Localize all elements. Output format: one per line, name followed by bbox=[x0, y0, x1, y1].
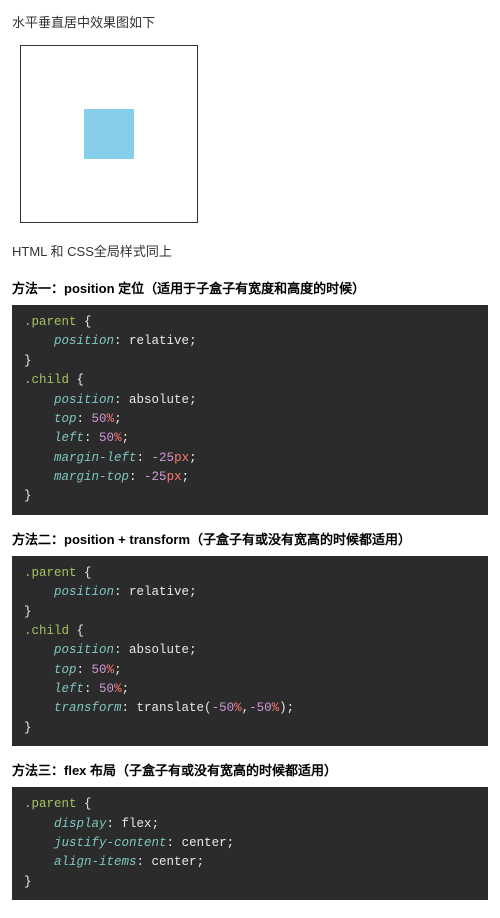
code-token-val-kw: relative bbox=[129, 585, 189, 599]
code-token-punct: : bbox=[122, 701, 137, 715]
code-token-val-unit: % bbox=[107, 412, 115, 426]
intro-text: 水平垂直居中效果图如下 bbox=[12, 12, 488, 31]
code-token-punct: ; bbox=[189, 334, 197, 348]
code-token-val-num: 50 bbox=[99, 682, 114, 696]
code-token-val-unit: px bbox=[167, 470, 182, 484]
code-token-val-num: -50 bbox=[249, 701, 272, 715]
code-token-val-kw: absolute bbox=[129, 393, 189, 407]
code-token-prop: transform bbox=[54, 701, 122, 715]
code-block-3: .parent { display: flex; justify-content… bbox=[12, 787, 488, 900]
code-token-prop: top bbox=[54, 412, 77, 426]
code-token-val-kw: center bbox=[182, 836, 227, 850]
code-token-sel: .child bbox=[24, 624, 69, 638]
code-token-brace: } bbox=[24, 354, 32, 368]
code-token-val-unit: % bbox=[107, 663, 115, 677]
code-token-fn: ) bbox=[279, 701, 287, 715]
code-token-val-kw: absolute bbox=[129, 643, 189, 657]
code-token-prop: justify-content bbox=[54, 836, 167, 850]
code-token-val-num: 50 bbox=[92, 412, 107, 426]
code-token-punct: : bbox=[129, 470, 144, 484]
code-token-brace: { bbox=[77, 373, 85, 387]
code-token-punct: : bbox=[84, 682, 99, 696]
code-block-2: .parent { position: relative; } .child {… bbox=[12, 556, 488, 746]
demo-parent-box bbox=[20, 45, 198, 223]
code-token-prop: top bbox=[54, 663, 77, 677]
code-token-prop: position bbox=[54, 643, 114, 657]
code-token-prop: left bbox=[54, 431, 84, 445]
code-token-sel: .parent bbox=[24, 315, 77, 329]
methods-container: 方法一：position 定位（适用于子盒子有宽度和高度的时候） .parent … bbox=[12, 278, 488, 900]
code-token-punct: ; bbox=[122, 682, 130, 696]
code-token-punct: : bbox=[84, 431, 99, 445]
code-token-val-kw: flex bbox=[122, 817, 152, 831]
code-token-prop: position bbox=[54, 334, 114, 348]
code-token-sel: .parent bbox=[24, 566, 77, 580]
code-token-brace: { bbox=[84, 315, 92, 329]
code-token-val-kw: center bbox=[152, 855, 197, 869]
code-token-brace: { bbox=[84, 797, 92, 811]
code-token-punct: ; bbox=[227, 836, 235, 850]
code-token-prop: position bbox=[54, 585, 114, 599]
code-token-punct: : bbox=[137, 855, 152, 869]
code-token-val-unit: px bbox=[174, 451, 189, 465]
code-token-punct: : bbox=[77, 412, 92, 426]
code-token-punct: : bbox=[107, 817, 122, 831]
code-token-punct: ; bbox=[189, 393, 197, 407]
code-token-prop: position bbox=[54, 393, 114, 407]
method-title-2: 方法二：position + transform（子盒子有或没有宽高的时候都适用… bbox=[12, 529, 488, 548]
code-token-val-kw: relative bbox=[129, 334, 189, 348]
code-token-prop: margin-left bbox=[54, 451, 137, 465]
code-token-prop: display bbox=[54, 817, 107, 831]
code-token-punct: : bbox=[114, 643, 129, 657]
code-token-punct: : bbox=[114, 393, 129, 407]
code-token-val-unit: % bbox=[114, 682, 122, 696]
code-token-brace: { bbox=[77, 624, 85, 638]
code-token-punct: ; bbox=[197, 855, 205, 869]
code-token-punct: ; bbox=[122, 431, 130, 445]
code-token-prop: align-items bbox=[54, 855, 137, 869]
code-token-punct: , bbox=[242, 701, 250, 715]
code-token-val-num: -50 bbox=[212, 701, 235, 715]
code-token-punct: ; bbox=[189, 643, 197, 657]
code-token-prop: left bbox=[54, 682, 84, 696]
code-token-punct: : bbox=[114, 585, 129, 599]
code-token-punct: ; bbox=[114, 412, 122, 426]
code-token-punct: ; bbox=[287, 701, 295, 715]
code-token-punct: ; bbox=[189, 451, 197, 465]
demo-child-box bbox=[84, 109, 134, 159]
code-token-val-unit: % bbox=[114, 431, 122, 445]
method-title-1: 方法一：position 定位（适用于子盒子有宽度和高度的时候） bbox=[12, 278, 488, 297]
code-token-punct: ; bbox=[189, 585, 197, 599]
note-text: HTML 和 CSS全局样式同上 bbox=[12, 241, 488, 260]
code-token-val-num: -25 bbox=[144, 470, 167, 484]
code-token-brace: { bbox=[84, 566, 92, 580]
code-token-val-num: 50 bbox=[99, 431, 114, 445]
code-token-fn: translate( bbox=[137, 701, 212, 715]
method-title-3: 方法三：flex 布局（子盒子有或没有宽高的时候都适用） bbox=[12, 760, 488, 779]
code-token-val-num: 50 bbox=[92, 663, 107, 677]
code-token-brace: } bbox=[24, 875, 32, 889]
code-token-punct: ; bbox=[114, 663, 122, 677]
code-token-val-unit: % bbox=[234, 701, 242, 715]
code-token-brace: } bbox=[24, 605, 32, 619]
code-token-brace: } bbox=[24, 489, 32, 503]
code-token-punct: : bbox=[137, 451, 152, 465]
code-token-punct: : bbox=[77, 663, 92, 677]
code-token-sel: .child bbox=[24, 373, 69, 387]
code-token-punct: : bbox=[114, 334, 129, 348]
code-token-punct: ; bbox=[152, 817, 160, 831]
code-block-1: .parent { position: relative; } .child {… bbox=[12, 305, 488, 515]
code-token-val-num: -25 bbox=[152, 451, 175, 465]
code-token-brace: } bbox=[24, 721, 32, 735]
code-token-val-unit: % bbox=[272, 701, 280, 715]
code-token-punct: ; bbox=[182, 470, 190, 484]
code-token-punct: : bbox=[167, 836, 182, 850]
code-token-prop: margin-top bbox=[54, 470, 129, 484]
code-token-sel: .parent bbox=[24, 797, 77, 811]
